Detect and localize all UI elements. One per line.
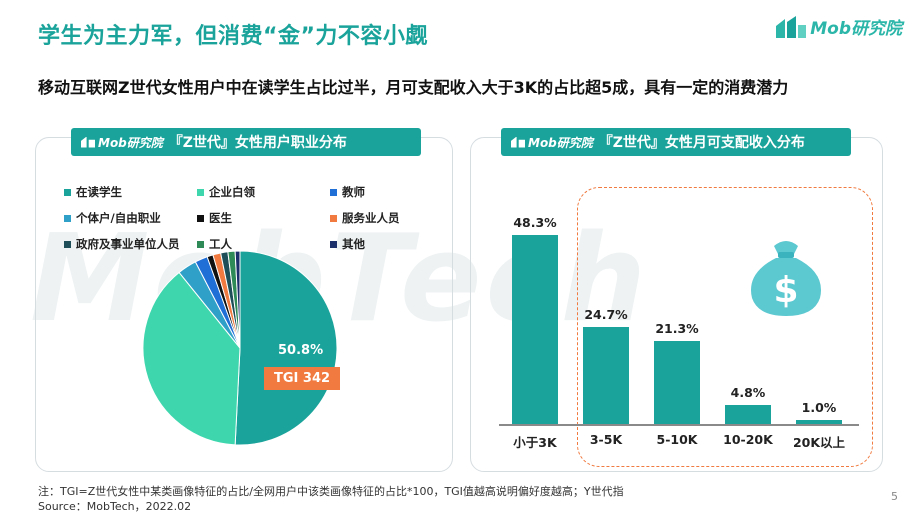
legend-swatch [330, 214, 337, 222]
bar [512, 234, 558, 424]
brand-logo: Mob研究院 [776, 14, 902, 39]
legend-item: 其他 [330, 236, 440, 252]
occupation-panel: Mob研究院 『Z世代』女性用户职业分布 在读学生 企业白领 教师个体户/自由职业 医… [35, 128, 454, 473]
legend-swatch [330, 240, 337, 248]
pie-slice [142, 271, 241, 446]
bar-value-label: 4.8% [730, 385, 766, 401]
legend-item: 在读学生 [64, 184, 197, 200]
bar-value-label: 24.7% [584, 307, 628, 323]
legend-item: 工人 [197, 236, 330, 252]
bar-value-label: 48.3% [513, 214, 557, 230]
legend-item: 政府及事业单位人员 [64, 236, 197, 252]
bar-category-label: 小于3K [513, 435, 557, 450]
bar [654, 340, 700, 424]
legend-label: 教师 [342, 185, 365, 199]
footnote: 注：TGI=Z世代女性中某类画像特征的占比/全网用户中该类画像特征的占比*100… [38, 484, 624, 514]
bar [796, 420, 842, 424]
income-panel: Mob研究院 『Z世代』女性月可支配收入分布 $ 48.3% 小于3K 24.7% 3… [470, 128, 884, 473]
footnote-source: Source：MobTech，2022.02 [38, 500, 192, 513]
tgi-badge: TGI 342 [264, 367, 341, 390]
page-number: 5 [891, 490, 898, 503]
tab-logo: Mob研究院 [511, 134, 593, 151]
legend-label: 服务业人员 [342, 211, 400, 225]
legend-label: 个体户/自由职业 [76, 211, 161, 225]
bar-value-label: 21.3% [655, 320, 699, 336]
money-bag-icon: $ [751, 241, 821, 316]
pie-slice [234, 250, 338, 446]
pie-slice [234, 250, 241, 349]
svg-text:$: $ [773, 270, 798, 311]
legend-label: 其他 [342, 237, 365, 251]
bar-chart: $ 48.3% 小于3K 24.7% 3-5K 21.3% 5-10K 4.8% 10-20K… [471, 138, 884, 473]
page-subtitle: 移动互联网Z世代女性用户中在读学生占比过半，月可支配收入大于3K的占比超5成，具… [38, 78, 789, 97]
page-title: 学生为主力军，但消费“金”力不容小觑 [38, 24, 428, 49]
bar [725, 405, 771, 424]
legend-swatch [197, 240, 204, 248]
income-chart-title: 『Z世代』女性月可支配收入分布 [598, 135, 805, 151]
legend-label: 医生 [209, 211, 232, 225]
income-panel-tab: Mob研究院 『Z世代』女性月可支配收入分布 [501, 128, 851, 156]
bar-category-label: 10-20K [723, 432, 773, 447]
footnote-note: 注：TGI=Z世代女性中某类画像特征的占比/全网用户中该类画像特征的占比*100… [38, 485, 624, 498]
mob-logo-icon [776, 15, 807, 38]
legend-label: 在读学生 [76, 185, 122, 199]
legend-item: 教师 [330, 184, 440, 200]
legend-swatch [64, 188, 71, 196]
pie-chart: 50.8% TGI 342 [36, 138, 454, 473]
legend-label: 工人 [209, 237, 232, 251]
legend-item: 个体户/自由职业 [64, 210, 197, 226]
legend-label: 企业白领 [209, 185, 255, 199]
tab-logo-text: Mob研究院 [98, 135, 163, 150]
pie-legend: 在读学生 企业白领 教师个体户/自由职业 医生 服务业人员政府及事业单位人员 工人 其他 [64, 184, 444, 252]
tab-logo-text: Mob研究院 [528, 135, 593, 150]
logo-text: Mob研究院 [810, 19, 902, 39]
legend-item: 企业白领 [197, 184, 330, 200]
occupation-chart-title: 『Z世代』女性用户职业分布 [168, 135, 347, 151]
highlight-box [577, 187, 873, 467]
bar-value-label: 1.0% [801, 400, 837, 416]
bar-category-label: 3-5K [589, 432, 623, 447]
pie-slice-label: 50.8% [278, 343, 324, 358]
legend-swatch [197, 188, 204, 196]
legend-swatch [64, 240, 71, 248]
legend-swatch [64, 214, 71, 222]
legend-swatch [330, 188, 337, 196]
bar [583, 327, 629, 424]
bar-category-label: 5-10K [656, 432, 698, 447]
x-axis-line [499, 424, 859, 426]
legend-item: 服务业人员 [330, 210, 440, 226]
legend-item: 医生 [197, 210, 330, 226]
bar-category-label: 20K以上 [792, 435, 846, 450]
legend-label: 政府及事业单位人员 [76, 237, 180, 251]
legend-swatch [197, 214, 204, 222]
pie-svg [142, 250, 338, 446]
tab-logo: Mob研究院 [81, 134, 163, 151]
occupation-panel-tab: Mob研究院 『Z世代』女性用户职业分布 [71, 128, 421, 156]
